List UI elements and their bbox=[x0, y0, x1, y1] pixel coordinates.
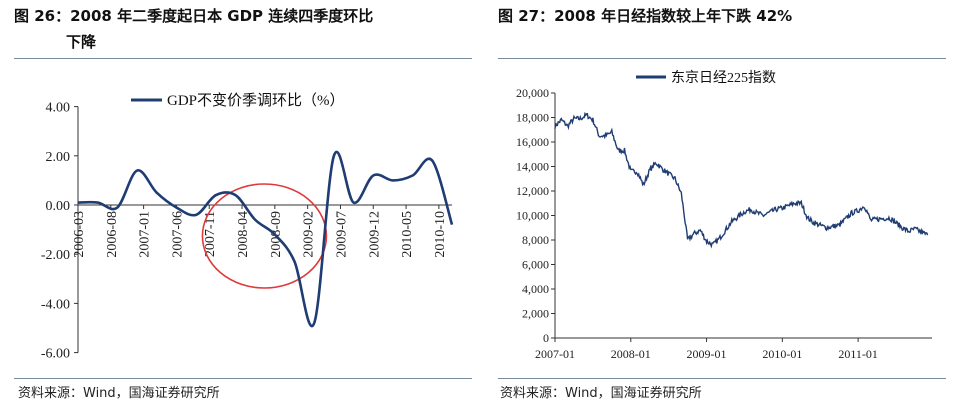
right-y-tick-label: 0 bbox=[543, 331, 549, 345]
left-legend-label: GDP不变价季调环比（%） bbox=[167, 92, 345, 109]
left-top-rule bbox=[14, 58, 472, 59]
left-x-tick-label: 2010-05 bbox=[400, 211, 415, 258]
right-x-tick-label: 2007-01 bbox=[535, 347, 575, 361]
highlight-ellipse bbox=[201, 183, 328, 289]
right-top-rule bbox=[498, 58, 946, 59]
gdp-series-line bbox=[77, 150, 454, 328]
left-bottom-rule bbox=[14, 378, 472, 379]
left-x-tick-label: 2006-08 bbox=[105, 211, 120, 258]
right-y-tick-label: 4,000 bbox=[522, 282, 549, 296]
left-x-tick-label: 2006-03 bbox=[72, 211, 87, 258]
right-bottom-rule bbox=[498, 378, 946, 379]
right-y-tick-label: 14,000 bbox=[516, 160, 549, 174]
nikkei-series-line bbox=[554, 111, 929, 249]
right-y-tick-label: 10,000 bbox=[516, 209, 549, 223]
right-y-tick-label: 18,000 bbox=[516, 111, 549, 125]
left-x-tick-label: 2007-06 bbox=[170, 211, 185, 258]
left-x-tick-label: 2008-04 bbox=[236, 211, 251, 258]
right-y-tick-label: 2,000 bbox=[522, 307, 549, 321]
left-x-tick-label: 2009-02 bbox=[302, 211, 317, 258]
right-x-tick-label: 2011-01 bbox=[838, 347, 878, 361]
right-figure-title: 图 27：2008 年日经指数较上年下跌 42% bbox=[498, 7, 793, 25]
right-x-tick-label: 2009-01 bbox=[687, 347, 727, 361]
left-x-tick-label: 2009-12 bbox=[367, 211, 382, 258]
left-y-tick-label: 0.00 bbox=[46, 199, 71, 214]
right-x-tick-label: 2010-01 bbox=[762, 347, 802, 361]
left-y-tick-label: -4.00 bbox=[41, 297, 70, 312]
left-figure-title: 图 26：2008 年二季度起日本 GDP 连续四季度环比 bbox=[14, 7, 374, 25]
right-y-tick-label: 8,000 bbox=[522, 233, 549, 247]
left-figure-title-line2: 下降 bbox=[66, 33, 97, 51]
left-x-tick-label: 2009-07 bbox=[334, 211, 349, 258]
left-x-tick-label: 2007-11 bbox=[203, 211, 218, 257]
left-x-tick-label: 2010-10 bbox=[433, 211, 448, 258]
left-source-note: 资料来源：Wind，国海证券研究所 bbox=[18, 386, 220, 401]
right-legend-label: 东京日经225指数 bbox=[671, 70, 776, 86]
right-y-tick-label: 20,000 bbox=[516, 86, 549, 100]
right-x-tick-label: 2008-01 bbox=[611, 347, 651, 361]
left-y-tick-label: -6.00 bbox=[41, 347, 70, 362]
left-y-tick-label: -2.00 bbox=[41, 248, 70, 263]
right-source-note: 资料来源：Wind，国海证券研究所 bbox=[500, 386, 702, 401]
left-x-tick-label: 2007-01 bbox=[138, 211, 153, 258]
left-y-tick-label: 2.00 bbox=[46, 150, 71, 165]
right-y-tick-label: 6,000 bbox=[522, 258, 549, 272]
right-y-tick-label: 12,000 bbox=[516, 184, 549, 198]
right-y-tick-label: 16,000 bbox=[516, 135, 549, 149]
left-y-tick-label: 4.00 bbox=[46, 101, 71, 116]
